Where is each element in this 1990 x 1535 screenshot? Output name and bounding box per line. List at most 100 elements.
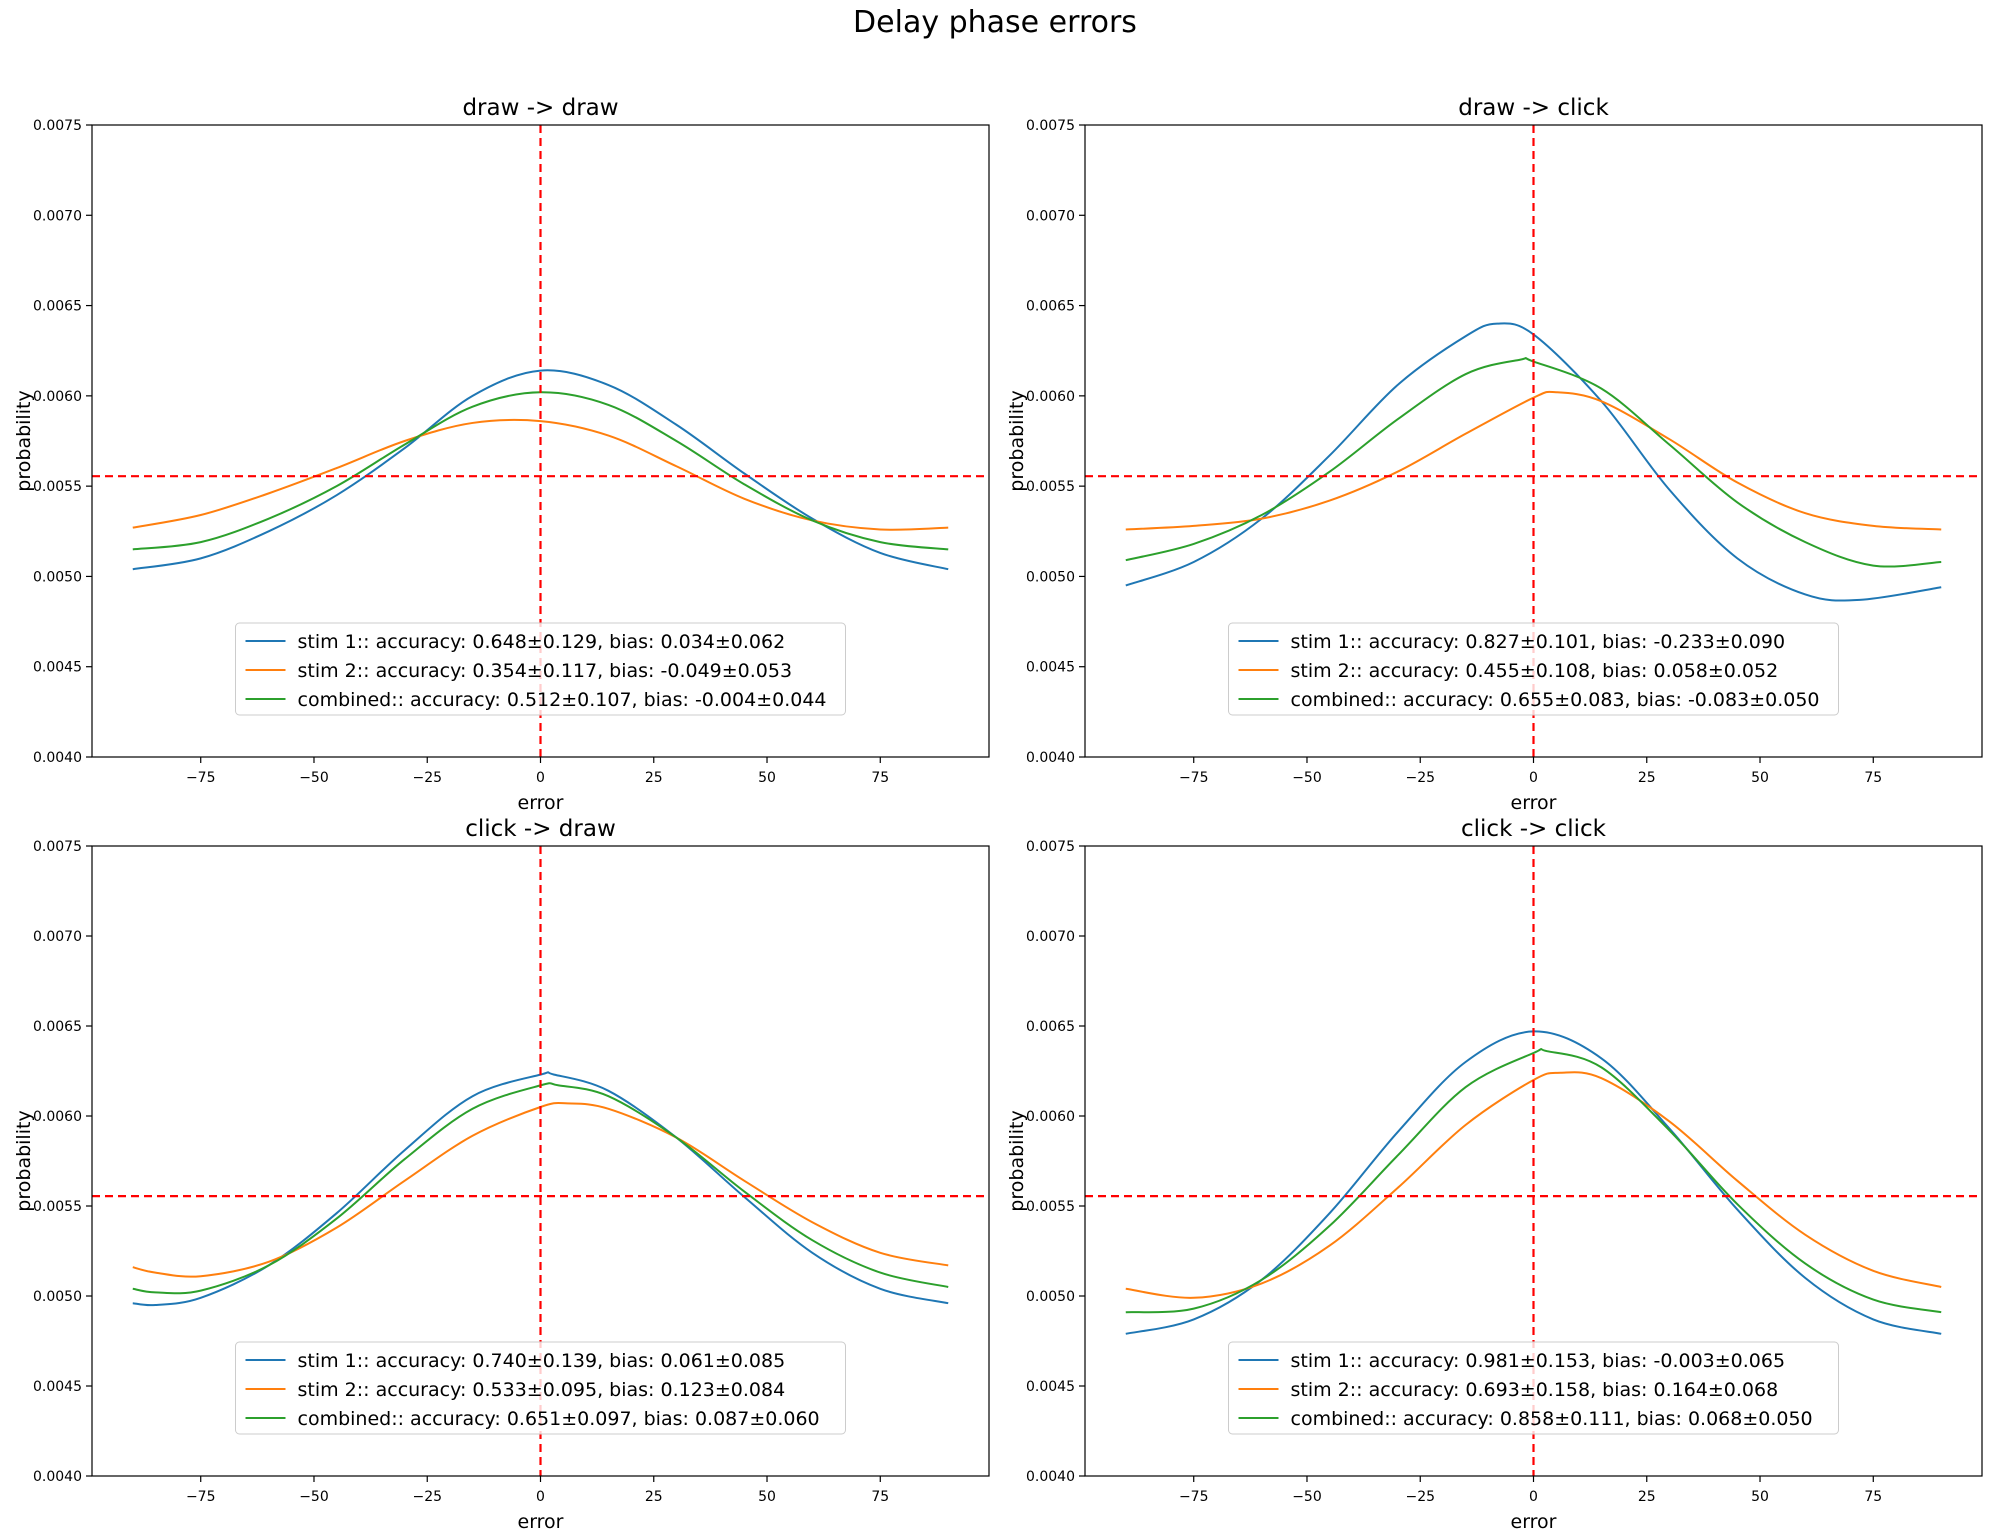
series-line-stim2 [1125,390,1942,531]
legend-entry-stim2: stim 2:: accuracy: 0.455±0.108, bias: 0.… [1291,660,1779,682]
panel-title: draw -> draw [462,95,618,121]
y-tick-label: 0.0040 [1026,750,1075,766]
chart-panel: draw -> click 0.0040 0.0045 0.0050 0.0055 0.0… [1006,95,1983,814]
legend-entry-stim1: stim 1:: accuracy: 0.648±0.129, bias: 0.… [298,631,786,653]
x-tick-label: 25 [1638,770,1656,786]
figure-title: Delay phase errors [853,5,1137,40]
x-axis-label: error [1511,1511,1557,1533]
y-tick-label: 0.0075 [1026,118,1075,134]
chart-panel: click -> draw 0.0040 0.0045 0.0050 0.0055 0.0… [13,816,990,1533]
y-tick-label: 0.0045 [33,660,82,676]
y-tick-label: 0.0050 [1026,569,1075,585]
y-tick-label: 0.0075 [33,118,82,134]
axes-frame [91,124,990,758]
x-tick-label: 25 [1638,1489,1656,1505]
y-tick-label: 0.0040 [33,750,82,766]
x-tick-label: 75 [871,1489,889,1505]
legend-entry-combined: combined:: accuracy: 0.858±0.111, bias: … [1291,1408,1813,1430]
plot-area [92,846,989,1476]
y-tick-label: 0.0055 [33,479,82,495]
plot-area [92,125,989,757]
plot-area [1085,125,1982,757]
y-tick-label: 0.0065 [1026,1019,1075,1035]
y-tick-label: 0.0050 [1026,1289,1075,1305]
x-axis-label: error [518,792,564,814]
y-axis-label: probability [1006,1110,1028,1211]
x-tick-label: −50 [1292,1489,1322,1505]
x-tick-label: −75 [186,770,216,786]
x-tick-label: −25 [1405,1489,1435,1505]
x-tick-label: 75 [1864,770,1882,786]
legend-box [1228,1341,1839,1435]
x-tick-label: 50 [1751,1489,1769,1505]
y-tick-label: 0.0070 [33,929,82,945]
legend-entry-stim1: stim 1:: accuracy: 0.981±0.153, bias: -0… [1291,1350,1786,1372]
x-tick-label: 50 [1751,770,1769,786]
x-tick-label: −25 [1405,770,1435,786]
panel-title: draw -> click [1458,95,1609,121]
series-line-stim1 [132,369,949,571]
x-tick-label: −50 [299,1489,329,1505]
legend-entry-stim1: stim 1:: accuracy: 0.740±0.139, bias: 0.… [298,1350,786,1372]
chart-panel: click -> click 0.0040 0.0045 0.0050 0.0055 0.… [1006,816,1983,1533]
y-tick-label: 0.0040 [33,1469,82,1485]
series-line-stim2 [1125,1071,1942,1299]
x-tick-label: 0 [1529,770,1538,786]
legend-box [1228,622,1839,716]
y-tick-label: 0.0065 [33,1019,82,1035]
y-tick-label: 0.0060 [1026,389,1075,405]
x-axis-label: error [1511,792,1557,814]
panel-title: click -> draw [465,816,616,842]
y-axis-label: probability [1006,390,1028,491]
y-tick-label: 0.0040 [1026,1469,1075,1485]
legend-entry-stim2: stim 2:: accuracy: 0.693±0.158, bias: 0.… [1291,1379,1779,1401]
legend-box [235,1341,846,1435]
legend-box [235,622,846,716]
legend-entry-stim2: stim 2:: accuracy: 0.354±0.117, bias: -0… [298,660,793,682]
y-tick-label: 0.0055 [1026,1199,1075,1215]
chart-panel: draw -> draw 0.0040 0.0045 0.0050 0.0055 0.00… [13,95,990,814]
y-axis-label: probability [13,1110,35,1211]
x-tick-label: 75 [871,770,889,786]
axes-frame [91,845,990,1477]
y-tick-label: 0.0060 [33,389,82,405]
x-tick-label: 25 [645,770,663,786]
legend: stim 1:: accuracy: 0.981±0.153, bias: -0… [1228,1341,1839,1435]
x-tick-label: 0 [536,770,545,786]
y-tick-label: 0.0065 [1026,299,1075,315]
y-tick-label: 0.0045 [1026,1379,1075,1395]
y-tick-label: 0.0045 [1026,660,1075,676]
x-tick-label: −25 [412,770,442,786]
legend: stim 1:: accuracy: 0.740±0.139, bias: 0.… [235,1341,846,1435]
y-tick-label: 0.0050 [33,569,82,585]
y-tick-label: 0.0070 [1026,929,1075,945]
y-tick-label: 0.0070 [33,208,82,224]
x-tick-label: 0 [536,1489,545,1505]
legend: stim 1:: accuracy: 0.827±0.101, bias: -0… [1228,622,1839,716]
y-tick-label: 0.0060 [1026,1109,1075,1125]
y-tick-label: 0.0055 [33,1199,82,1215]
x-tick-label: −75 [1179,1489,1209,1505]
y-tick-label: 0.0075 [1026,839,1075,855]
legend-entry-stim1: stim 1:: accuracy: 0.827±0.101, bias: -0… [1291,631,1786,653]
x-tick-label: 50 [758,770,776,786]
x-axis-label: error [518,1511,564,1533]
y-tick-label: 0.0055 [1026,479,1075,495]
series-line-combined [1125,1047,1942,1314]
x-tick-label: −75 [1179,770,1209,786]
axes-frame [1084,124,1983,758]
legend-entry-combined: combined:: accuracy: 0.512±0.107, bias: … [298,689,827,711]
x-tick-label: −25 [412,1489,442,1505]
x-tick-label: −75 [186,1489,216,1505]
x-tick-label: −50 [1292,770,1322,786]
panel-title: click -> click [1461,816,1607,842]
y-tick-label: 0.0075 [33,839,82,855]
legend-entry-stim2: stim 2:: accuracy: 0.533±0.095, bias: 0.… [298,1379,786,1401]
y-tick-label: 0.0065 [33,299,82,315]
y-tick-label: 0.0070 [1026,208,1075,224]
y-tick-label: 0.0050 [33,1289,82,1305]
x-tick-label: 25 [645,1489,663,1505]
y-axis-label: probability [13,390,35,491]
series-line-combined [1125,357,1942,568]
